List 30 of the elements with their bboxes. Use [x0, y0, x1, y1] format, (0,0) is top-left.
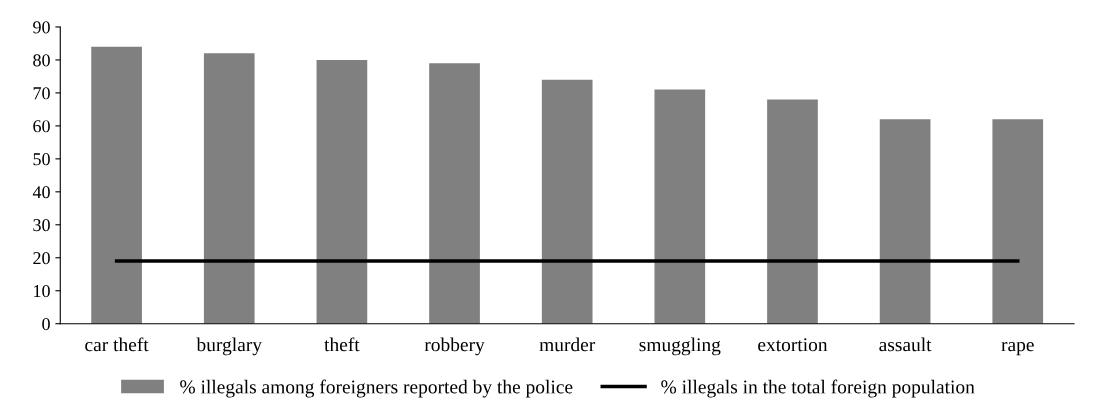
y-tick-label: 20: [33, 252, 50, 265]
y-tick-label: 30: [33, 219, 50, 232]
bar: [992, 119, 1044, 324]
x-tick-label: smuggling: [639, 337, 721, 356]
bar: [316, 59, 368, 324]
x-tick-label: car theft: [85, 337, 149, 352]
y-tick-label: 70: [33, 87, 50, 100]
bar: [654, 89, 706, 324]
y-tick-label: 90: [33, 21, 50, 34]
y-tick-label: 40: [32, 186, 50, 199]
x-tick-label: assault: [879, 337, 932, 352]
y-tick-label: 80: [33, 54, 50, 67]
legend-label: % illegals among foreigners reported by the police: [180, 379, 573, 398]
bar: [429, 63, 480, 324]
x-tick-label: rape: [1001, 341, 1034, 356]
bar: [91, 46, 142, 324]
bar: [203, 53, 255, 324]
bar: [767, 99, 818, 324]
bar: [541, 79, 593, 324]
x-tick-label: burglary: [196, 337, 262, 356]
x-tick-label: robbery: [424, 337, 485, 356]
x-tick-label: theft: [324, 337, 360, 352]
x-tick-label: extortion: [758, 338, 828, 352]
legend-label: % illegals in the total foreign population: [661, 379, 975, 398]
y-tick-label: 0: [42, 317, 50, 331]
y-tick-label: 50: [33, 153, 50, 166]
y-tick-label: 10: [34, 284, 50, 298]
x-tick-label: murder: [539, 337, 596, 352]
bar: [879, 119, 931, 324]
y-tick-label: 60: [33, 120, 50, 133]
